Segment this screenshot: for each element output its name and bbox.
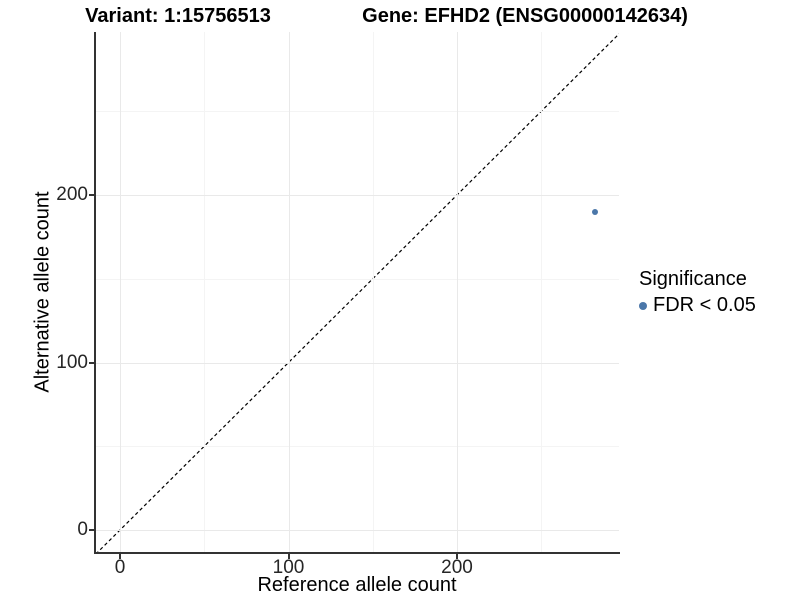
y-minor-gridline	[95, 278, 619, 280]
y-minor-gridline	[95, 446, 619, 448]
y-major-gridline	[95, 362, 619, 364]
plot-panel	[95, 32, 619, 553]
x-minor-gridline	[541, 32, 543, 553]
gene-title: Gene: EFHD2 (ENSG00000142634)	[362, 5, 688, 27]
x-tick-mark	[456, 554, 458, 559]
variant-title: Variant: 1:15756513	[85, 5, 271, 27]
x-tick-label: 100	[272, 557, 305, 578]
y-tick-mark	[89, 529, 94, 531]
legend-point-circle-icon	[639, 301, 647, 310]
data-point	[592, 208, 599, 215]
y-major-gridline	[95, 195, 619, 196]
reference-line-layer	[96, 33, 619, 553]
x-minor-gridline	[372, 32, 374, 553]
y-tick-label: 0	[77, 519, 88, 540]
y-tick-mark	[89, 361, 94, 364]
x-tick-mark	[119, 554, 121, 559]
y-minor-gridline	[95, 111, 619, 113]
y-tick-mark	[89, 194, 94, 196]
x-tick-label: 0	[114, 557, 126, 578]
x-axis-title: Reference allele count	[257, 574, 457, 596]
legend-item: FDR < 0.05	[639, 294, 756, 317]
y-axis-line	[94, 32, 96, 554]
x-major-gridline	[288, 32, 290, 553]
x-tick-label: 200	[441, 557, 473, 578]
legend-item-label: FDR < 0.05	[653, 294, 756, 316]
y-tick-label: 100	[56, 351, 88, 373]
x-minor-gridline	[204, 32, 206, 553]
legend-title: Significance	[639, 268, 747, 290]
legend: Significance FDR < 0.05	[639, 268, 756, 317]
y-major-gridline	[95, 530, 619, 531]
x-axis-line	[94, 552, 620, 554]
x-major-gridline	[457, 32, 458, 553]
identity-dashed-line	[96, 33, 619, 553]
x-tick-mark	[287, 554, 290, 559]
y-tick-label: 200	[56, 184, 88, 205]
x-major-gridline	[120, 32, 121, 553]
